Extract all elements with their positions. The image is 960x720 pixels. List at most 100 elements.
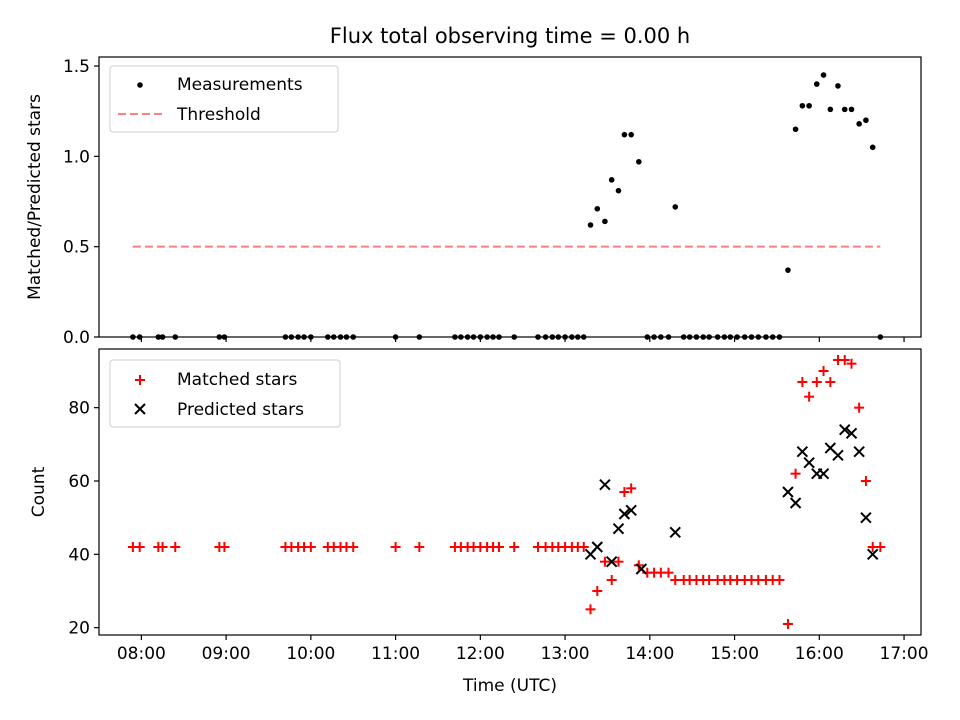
measurements-point	[608, 177, 615, 183]
predicted-stars-point	[612, 522, 625, 535]
legend-predicted-label: Predicted stars	[177, 400, 304, 420]
measurements-point	[636, 158, 642, 165]
predicted-stars-point	[817, 467, 830, 480]
matched-stars-point	[670, 575, 681, 585]
matched-stars-point	[509, 542, 520, 552]
measurements-point	[615, 187, 622, 194]
matched-stars-point	[839, 355, 850, 365]
measurements-point	[841, 106, 848, 113]
measurements-point	[827, 106, 834, 113]
ratio-y-axis-label: Matched/Predicted stars	[25, 94, 45, 300]
y-tick-label: 0.0	[63, 328, 90, 348]
count-legend-box	[109, 359, 341, 428]
predicted-stars-point	[796, 445, 809, 458]
legend-threshold-label: Threshold	[176, 105, 261, 125]
predicted-stars-point	[839, 423, 851, 436]
measurements-point	[863, 117, 869, 124]
matched-stars-point	[493, 542, 504, 552]
measurements-point	[848, 106, 855, 113]
matched-stars-point	[348, 542, 359, 552]
legend-predicted-marker	[134, 403, 146, 415]
predicted-stars-point	[860, 511, 872, 524]
measurements-point	[672, 204, 679, 210]
matched-stars-point	[578, 542, 589, 552]
matched-stars-point	[170, 542, 181, 552]
x-axis-label: Time (UTC)	[462, 676, 557, 696]
matched-stars-point	[782, 619, 793, 629]
matched-stars-point	[663, 567, 674, 578]
measurements-point	[594, 205, 601, 212]
measurements-point	[806, 102, 812, 109]
x-tick-label: 12:00	[456, 644, 505, 664]
y-tick-label: 80	[68, 399, 90, 419]
x-tick-label: 09:00	[202, 644, 251, 664]
predicted-stars-point	[853, 445, 865, 458]
matched-stars-point	[619, 487, 630, 497]
measurements-point	[792, 126, 799, 133]
legend-measurements-marker	[137, 82, 143, 88]
legend-matched-marker	[135, 375, 145, 385]
matched-stars-point	[804, 391, 815, 402]
predicted-stars-point	[669, 526, 681, 539]
count-panel: 20 40 60 80 08:00 09:00 10:00 11:00 12:00 13:00 14…	[29, 348, 929, 696]
count-legend: Matched stars Predicted stars	[109, 359, 341, 428]
matched-stars-point	[774, 575, 785, 585]
predicted-stars-point	[625, 504, 637, 517]
measurements-point	[856, 121, 862, 127]
matched-stars-point	[157, 542, 168, 552]
matched-stars-point	[860, 476, 871, 486]
count-plot-frame	[98, 348, 922, 636]
chart-title: Flux total observing time = 0.00 h	[330, 24, 690, 48]
matched-stars-point	[613, 556, 624, 567]
matched-stars-point	[797, 377, 808, 387]
matched-stars-point	[219, 542, 230, 552]
y-tick-label: 1.0	[63, 147, 90, 167]
legend-measurements-label: Measurements	[177, 75, 303, 95]
measurements-point	[820, 72, 827, 78]
predicted-stars-point	[803, 456, 815, 469]
ratio-plot-frame	[98, 56, 922, 338]
predicted-stars-point	[591, 541, 603, 553]
matched-stars-point	[818, 366, 829, 376]
measurements-point	[587, 222, 594, 228]
x-tick-label: 13:00	[541, 644, 590, 664]
x-tick-label: 08:00	[117, 644, 166, 664]
y-tick-label: 40	[68, 545, 90, 565]
predicted-stars-point	[605, 555, 618, 568]
matched-stars-point	[704, 575, 715, 585]
predicted-stars-point	[782, 486, 794, 498]
matched-stars-point	[825, 377, 836, 387]
measurements-point	[785, 267, 791, 273]
ratio-panel: 0.0 0.5 1.0 1.5 Matched/Predicted stars Mea…	[25, 56, 922, 348]
y-tick-label: 20	[68, 619, 90, 639]
predicted-stars-point	[845, 427, 858, 440]
matched-stars-point	[390, 542, 401, 552]
predicted-stars-point	[789, 497, 802, 509]
ratio-legend-box	[109, 65, 339, 133]
measurements-point	[621, 131, 628, 138]
y-tick-label: 0.5	[63, 238, 90, 258]
matched-stars-point	[854, 402, 865, 413]
matched-stars-point	[414, 542, 425, 552]
matched-stars-point	[606, 575, 617, 585]
x-tick-label: 17:00	[880, 644, 929, 664]
y-tick-label: 1.5	[63, 57, 90, 77]
x-tick-label: 14:00	[625, 644, 674, 664]
predicted-stars-point	[599, 478, 611, 491]
matched-stars-point	[875, 542, 886, 552]
ratio-legend: Measurements Threshold	[109, 65, 339, 133]
matched-stars-point	[585, 604, 596, 615]
count-y-axis-label: Count	[29, 466, 49, 517]
x-tick-label: 11:00	[371, 644, 420, 664]
measurements-point	[869, 144, 876, 151]
predicted-stars-point	[635, 563, 648, 575]
predicted-stars-point	[866, 548, 879, 561]
legend-matched-label: Matched stars	[177, 370, 297, 390]
matched-stars-point	[599, 556, 610, 567]
matched-stars-point	[305, 542, 316, 552]
matched-stars-point	[846, 358, 857, 369]
y-tick-label: 60	[68, 472, 90, 492]
measurements-point	[628, 131, 634, 138]
matched-stars-point	[592, 586, 603, 596]
